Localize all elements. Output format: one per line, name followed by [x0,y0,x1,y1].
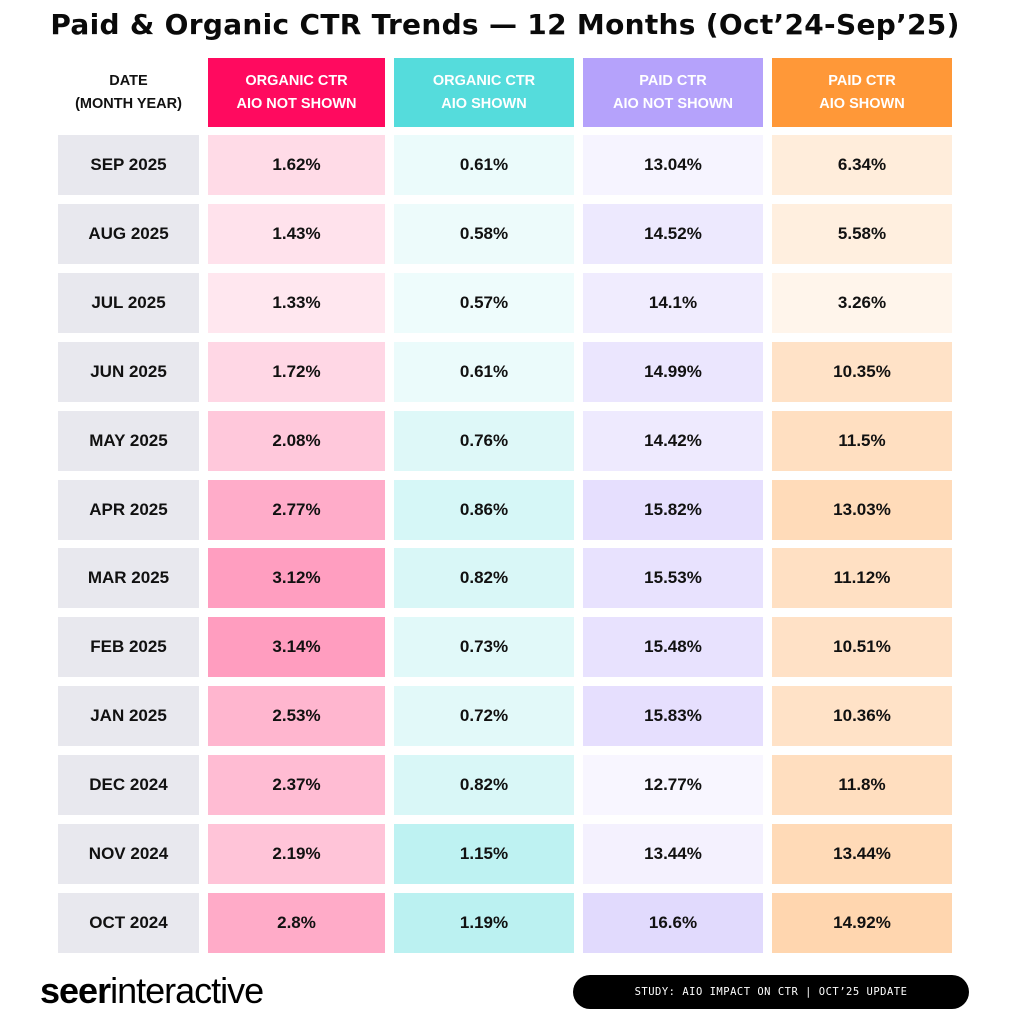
row-date-cell: DEC 2024 [58,755,199,816]
row-date-cell: JUL 2025 [58,272,199,333]
value-cell: 0.61% [394,135,574,195]
value-cell: 13.04% [583,135,763,195]
value-cell: 5.58% [772,203,952,264]
column-header-2: ORGANIC CTR AIO SHOWN [394,58,574,127]
value-cell: 2.08% [208,410,385,471]
row-date-cell: MAR 2025 [58,548,199,609]
value-cell: 1.72% [208,341,385,402]
row-date-cell: FEB 2025 [58,617,199,678]
value-cell: 16.6% [583,892,763,953]
value-cell: 10.36% [772,686,952,747]
logo-bold-part: seer [40,970,111,1011]
header-line1: ORGANIC CTR [432,72,536,89]
chart-title: Paid & Organic CTR Trends — 12 Months (O… [50,8,960,41]
row-date-cell: OCT 2024 [58,892,199,953]
value-cell: 0.86% [394,479,574,540]
value-cell: 15.48% [583,617,763,678]
column-header-3: PAID CTR AIO NOT SHOWN [583,58,763,127]
value-cell: 2.19% [208,824,385,884]
value-cell: 0.82% [394,548,574,609]
row-date-cell: SEP 2025 [58,135,199,195]
value-cell: 15.83% [583,686,763,747]
header-line1: ORGANIC CTR [245,72,348,89]
value-cell: 12.77% [583,755,763,816]
value-cell: 6.34% [772,135,952,195]
value-cell: 14.42% [583,410,763,471]
value-cell: 1.62% [208,135,385,195]
column-header-1: ORGANIC CTR AIO NOT SHOWN [208,58,385,127]
header-line2: AIO SHOWN [441,95,527,112]
row-date-cell: AUG 2025 [58,203,199,264]
value-cell: 0.58% [394,203,574,264]
column-header-0: DATE (MONTH YEAR) [58,58,199,127]
value-cell: 15.82% [583,479,763,540]
row-date-cell: JUN 2025 [58,341,199,402]
header-line2: AIO SHOWN [819,95,905,112]
row-date-cell: MAY 2025 [58,410,199,471]
value-cell: 11.8% [772,755,952,816]
value-cell: 1.19% [394,892,574,953]
row-date-cell: JAN 2025 [58,686,199,747]
header-line1: PAID CTR [639,72,707,89]
value-cell: 10.51% [772,617,952,678]
value-cell: 1.43% [208,203,385,264]
value-cell: 10.35% [772,341,952,402]
value-cell: 0.57% [394,272,574,333]
value-cell: 13.03% [772,479,952,540]
value-cell: 3.12% [208,548,385,609]
seer-interactive-logo: seerinteractive [40,970,264,1012]
value-cell: 15.53% [583,548,763,609]
row-date-cell: APR 2025 [58,479,199,540]
value-cell: 14.99% [583,341,763,402]
header-line2: AIO NOT SHOWN [612,95,734,112]
row-date-cell: NOV 2024 [58,824,199,884]
value-cell: 14.52% [583,203,763,264]
logo-light-part: interactive [110,970,264,1011]
value-cell: 0.72% [394,686,574,747]
value-cell: 0.73% [394,617,574,678]
value-cell: 2.77% [208,479,385,540]
header-line2: (MONTH YEAR) [75,95,182,112]
value-cell: 14.92% [772,892,952,953]
header-line1: PAID CTR [828,72,896,89]
value-cell: 0.76% [394,410,574,471]
value-cell: 1.33% [208,272,385,333]
value-cell: 3.14% [208,617,385,678]
value-cell: 11.12% [772,548,952,609]
value-cell: 2.53% [208,686,385,747]
value-cell: 11.5% [772,410,952,471]
column-header-4: PAID CTR AIO SHOWN [772,58,952,127]
value-cell: 13.44% [772,824,952,884]
value-cell: 3.26% [772,272,952,333]
value-cell: 2.37% [208,755,385,816]
header-line2: AIO NOT SHOWN [236,95,357,112]
header-line1: DATE [109,72,148,89]
value-cell: 0.82% [394,755,574,816]
value-cell: 0.61% [394,341,574,402]
value-cell: 2.8% [208,892,385,953]
value-cell: 1.15% [394,824,574,884]
study-badge: STUDY: AIO IMPACT ON CTR | OCT’25 UPDATE [573,975,969,1009]
value-cell: 13.44% [583,824,763,884]
value-cell: 14.1% [583,272,763,333]
